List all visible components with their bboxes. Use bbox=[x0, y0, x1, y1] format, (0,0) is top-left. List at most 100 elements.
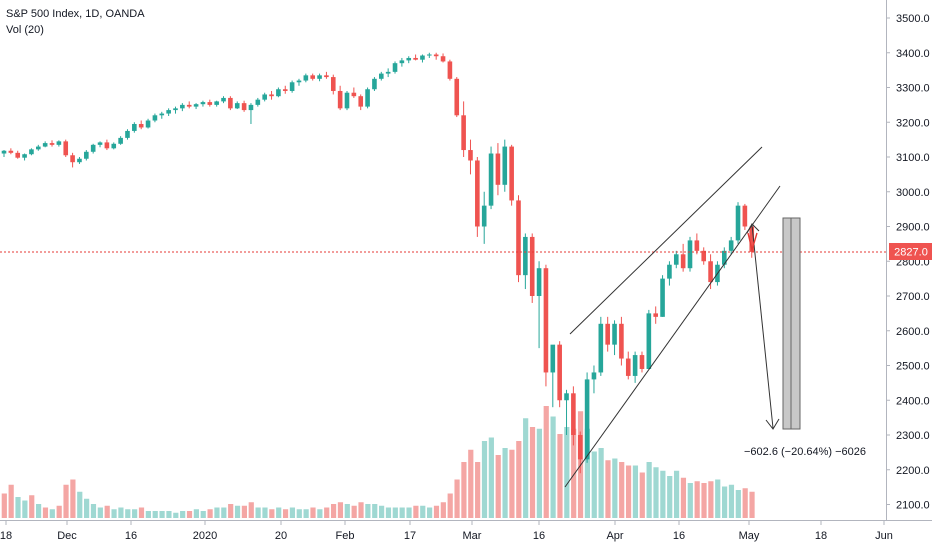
volume-bar bbox=[255, 507, 261, 518]
volume-bar bbox=[63, 484, 69, 518]
volume-bar bbox=[667, 476, 673, 518]
volume-bar bbox=[749, 491, 755, 518]
volume-bar bbox=[337, 502, 344, 518]
price-tick-label: 2200.0 bbox=[896, 465, 930, 477]
price-tick-label: 2700.0 bbox=[896, 291, 930, 303]
candle bbox=[159, 111, 165, 119]
price-tick-label: 3100.0 bbox=[896, 152, 930, 164]
volume-bar bbox=[15, 497, 21, 518]
price-tick-label: 2400.0 bbox=[896, 395, 930, 407]
volume-bar bbox=[564, 427, 570, 518]
candle bbox=[399, 57, 405, 67]
price-tick-label: 2500.0 bbox=[896, 361, 930, 373]
candle bbox=[70, 152, 75, 168]
candle bbox=[605, 316, 610, 352]
candle bbox=[118, 136, 123, 145]
time-tick-label: 16 bbox=[533, 530, 545, 542]
candle bbox=[536, 261, 542, 349]
volume-bar bbox=[186, 511, 193, 518]
volume-bar bbox=[56, 505, 62, 518]
volume-bar bbox=[413, 505, 419, 518]
candle bbox=[36, 144, 41, 151]
candle bbox=[379, 71, 384, 81]
candle bbox=[543, 264, 549, 387]
candle bbox=[454, 77, 460, 118]
candle bbox=[488, 146, 494, 210]
candle bbox=[687, 236, 693, 272]
volume-bar bbox=[22, 500, 28, 518]
candle bbox=[132, 122, 137, 133]
candle bbox=[433, 52, 439, 60]
volume-bar bbox=[379, 505, 385, 518]
volume-bar bbox=[557, 434, 563, 518]
volume-bar bbox=[728, 484, 735, 518]
price-tick-label: 3400.0 bbox=[896, 48, 930, 60]
volume-bar bbox=[653, 467, 659, 518]
time-tick-label: Feb bbox=[336, 530, 355, 542]
symbol-title[interactable]: S&P 500 Index, 1D, OANDA bbox=[6, 8, 145, 20]
volume-bar bbox=[310, 507, 316, 518]
volume-bar bbox=[673, 470, 680, 518]
candle bbox=[481, 191, 487, 244]
volume-bar bbox=[605, 460, 611, 518]
candle bbox=[241, 100, 247, 112]
candles bbox=[1, 52, 755, 474]
price-tick-label: 2900.0 bbox=[896, 222, 930, 234]
candle bbox=[427, 52, 432, 58]
candle bbox=[694, 233, 700, 255]
volume-bar bbox=[433, 505, 440, 518]
volume-bar bbox=[625, 465, 632, 518]
volume-bar bbox=[77, 491, 83, 518]
volume-bar bbox=[36, 504, 42, 518]
volume-bar bbox=[481, 441, 488, 518]
volume-bar bbox=[358, 502, 364, 518]
volume-bar bbox=[173, 512, 179, 518]
volume-bar bbox=[111, 509, 117, 518]
candle bbox=[523, 233, 528, 290]
volume-bar bbox=[571, 428, 577, 518]
candle bbox=[495, 143, 501, 196]
volume-bar bbox=[461, 462, 467, 518]
price-axis[interactable]: 3500.0 3400.0 3300.0 3200.0 3100.0 3000.0 2900… bbox=[886, 0, 930, 520]
channel-lower-line[interactable] bbox=[564, 185, 781, 488]
candle bbox=[22, 153, 27, 161]
candle bbox=[310, 73, 315, 81]
volume-bar bbox=[488, 437, 494, 518]
volume-indicator-label[interactable]: Vol (20) bbox=[6, 24, 44, 36]
candle bbox=[625, 351, 631, 380]
volume-bar bbox=[200, 511, 206, 518]
volume-bar bbox=[365, 504, 371, 518]
volume-bar bbox=[385, 507, 392, 518]
channel-upper-line[interactable] bbox=[569, 146, 763, 335]
candle bbox=[392, 61, 398, 74]
volume-bar bbox=[234, 505, 241, 518]
volume-bar bbox=[207, 509, 213, 518]
candle bbox=[29, 148, 34, 156]
volume-bar bbox=[70, 479, 76, 518]
volume-bar bbox=[8, 484, 14, 518]
candle bbox=[234, 101, 240, 110]
candle bbox=[186, 101, 192, 109]
candle bbox=[619, 316, 624, 366]
candle bbox=[420, 54, 425, 63]
volume-bar bbox=[49, 509, 55, 518]
candle bbox=[166, 108, 171, 116]
volume-bar bbox=[372, 504, 378, 518]
price-tag: 2827.0 bbox=[889, 243, 932, 260]
volume-bar bbox=[536, 428, 542, 518]
volume-bar bbox=[399, 507, 405, 518]
time-axis[interactable]: 18 Dec 16 2020 20 Feb 17 Mar 16 Apr 16 May 18 Jun bbox=[0, 520, 932, 543]
candle bbox=[15, 150, 21, 159]
chart-legend[interactable]: S&P 500 Index, 1D, OANDA Vol (20) bbox=[6, 6, 145, 38]
volume-bar bbox=[228, 504, 234, 518]
volume-bar bbox=[152, 511, 158, 518]
arrow-head-bottom bbox=[765, 418, 780, 430]
candle bbox=[529, 233, 535, 303]
candle bbox=[84, 150, 89, 161]
time-tick-label: 18 bbox=[0, 530, 12, 542]
price-tick-label: 3000.0 bbox=[896, 187, 930, 199]
volume-bar bbox=[1, 493, 7, 518]
projection-arrow[interactable] bbox=[751, 224, 774, 429]
candle bbox=[509, 144, 514, 206]
